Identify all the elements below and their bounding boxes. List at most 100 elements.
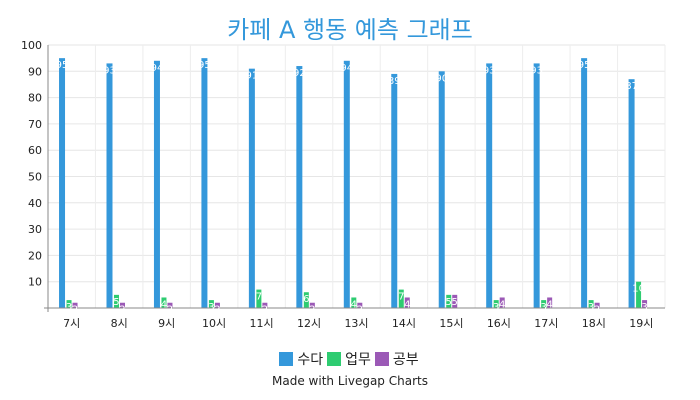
data-label: 4 [161, 299, 167, 310]
data-label: 3 [540, 302, 546, 313]
data-label: 5 [113, 297, 119, 308]
x-tick-label: 9시 [158, 317, 175, 330]
bar-2 [404, 297, 410, 308]
x-tick-label: 12시 [297, 317, 321, 330]
legend-label: 업무 [345, 352, 371, 368]
bar-1 [541, 300, 547, 308]
bar-0 [201, 58, 208, 309]
legend-label: 수다 [297, 352, 324, 368]
bar-1 [398, 289, 404, 308]
data-label: 2 [214, 305, 220, 316]
bar-0 [343, 60, 350, 308]
data-label: 87 [625, 81, 638, 92]
bar-0 [391, 73, 398, 309]
bar-0 [248, 68, 255, 308]
chart-title: 카페 A 행동 예측 그래프 [227, 16, 473, 44]
data-label: 4 [404, 299, 410, 310]
data-label: 93 [483, 65, 496, 76]
legend: 수다 업무 공부 [0, 349, 700, 369]
grid-lines [47, 44, 666, 308]
data-label: 3 [66, 302, 72, 313]
data-label: 4 [546, 299, 552, 310]
x-tick-label: 13시 [344, 317, 368, 330]
data-label: 3 [493, 302, 499, 313]
data-label: 93 [530, 65, 543, 76]
y-tick-label: 70 [28, 118, 42, 131]
y-tick-label: 20 [28, 249, 42, 262]
data-label: 6 [303, 294, 309, 305]
data-label: 3 [588, 302, 594, 313]
y-tick-labels: 10 20 30 40 50 60 70 80 90 100 [21, 39, 42, 289]
bar-2 [309, 302, 315, 308]
bar-1 [113, 294, 119, 308]
bar-2 [452, 294, 458, 308]
data-label: 90 [435, 73, 448, 84]
data-label: 89 [388, 76, 401, 87]
x-tick-labels: 7시 8시 9시 10시 11시 12시 13시 14시 15시 16시 17시 18시 19시 [63, 317, 653, 330]
bar-1 [351, 297, 357, 308]
y-tick-label: 100 [21, 39, 42, 52]
data-label: 4 [499, 299, 505, 310]
bar-1 [208, 300, 214, 308]
data-label: 5 [452, 297, 458, 308]
bar-0 [59, 58, 66, 309]
bar-0 [106, 63, 113, 308]
data-label: 2 [262, 305, 268, 316]
data-label: 2 [119, 305, 125, 316]
x-tick-label: 18시 [582, 317, 606, 330]
y-tick-label: 40 [28, 197, 42, 210]
y-tick-label: 10 [28, 276, 42, 289]
bar-1 [161, 297, 167, 308]
bar-2 [499, 297, 505, 308]
data-label: 2 [357, 305, 363, 316]
data-label: 5 [446, 297, 452, 308]
bar-2 [547, 297, 553, 308]
data-label: 4 [351, 299, 357, 310]
data-label: 93 [103, 65, 116, 76]
bar-2 [119, 302, 125, 308]
x-tick-label: 8시 [111, 317, 128, 330]
y-tick-label: 90 [28, 65, 42, 78]
bar-0 [486, 63, 493, 308]
x-tick-label: 16시 [487, 317, 511, 330]
data-label: 2 [72, 305, 78, 316]
bar-0 [438, 71, 445, 308]
bars [59, 58, 648, 309]
x-tick-label: 15시 [439, 317, 463, 330]
legend-swatch [374, 352, 389, 366]
data-label: 7 [398, 292, 404, 303]
y-tick-label: 60 [28, 144, 42, 157]
data-label: 95 [56, 60, 69, 71]
bar-0 [296, 66, 303, 308]
data-label: 2 [167, 305, 173, 316]
bar-0 [533, 63, 540, 308]
legend-swatch [279, 352, 294, 366]
x-tick-label: 10시 [202, 317, 226, 330]
bar-1 [66, 300, 72, 308]
legend-item-chat[interactable]: 수다 [279, 349, 325, 369]
data-label: 91 [246, 71, 259, 82]
legend-item-work[interactable]: 업무 [327, 349, 373, 369]
data-label: 95 [578, 60, 591, 71]
bar-2 [72, 302, 78, 308]
bar-1 [588, 300, 594, 308]
bar-2 [642, 300, 648, 308]
x-tick-label: 11시 [250, 317, 274, 330]
axes [44, 45, 665, 312]
bar-0 [628, 79, 635, 308]
data-label: 92 [293, 68, 306, 79]
bar-1 [493, 300, 499, 308]
y-tick-label: 30 [28, 223, 42, 236]
x-tick-label: 17시 [534, 317, 558, 330]
data-label: 10 [632, 284, 645, 295]
data-label: 94 [151, 63, 164, 74]
legend-item-study[interactable]: 공부 [374, 349, 421, 369]
data-label: 3 [208, 302, 214, 313]
data-label: 2 [309, 305, 315, 316]
y-tick-label: 50 [28, 171, 42, 184]
x-tick-label: 19시 [629, 317, 653, 330]
bar-2 [167, 302, 173, 308]
bar-1 [636, 281, 642, 308]
